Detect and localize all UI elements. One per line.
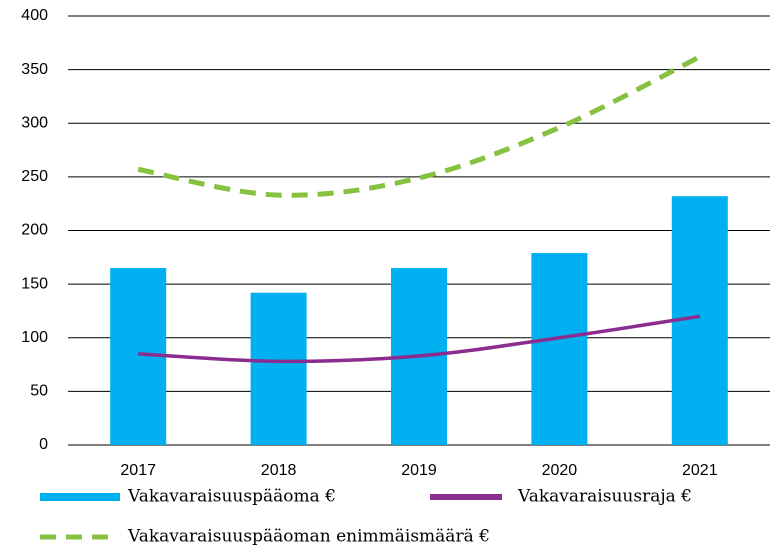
line (137, 54, 701, 198)
y-tick-label: 150 (21, 275, 48, 292)
x-tick-label: 2017 (120, 462, 156, 479)
legend-label: Vakavaraisuuspääoma € (127, 487, 336, 507)
y-tick-label: 50 (30, 383, 48, 400)
y-tick-label: 200 (21, 222, 48, 239)
y-tick-label: 100 (21, 329, 48, 346)
y-tick-label: 0 (39, 436, 48, 453)
legend-label: Vakavaraisuusraja € (517, 487, 692, 507)
y-tick-label: 350 (21, 61, 48, 78)
x-tick-label: 2020 (542, 462, 578, 479)
x-tick-label: 2018 (261, 462, 297, 479)
line (138, 314, 701, 364)
bar (250, 292, 307, 445)
x-tick-label: 2021 (682, 462, 718, 479)
legend-swatch (40, 493, 120, 501)
y-tick-label: 300 (21, 114, 48, 131)
x-tick-label: 2019 (401, 462, 437, 479)
bar (531, 253, 588, 445)
legend-label: Vakavaraisuuspääoman enimmäismäärä € (127, 527, 490, 547)
y-tick-label: 250 (21, 168, 48, 185)
y-tick-label: 400 (21, 7, 48, 24)
